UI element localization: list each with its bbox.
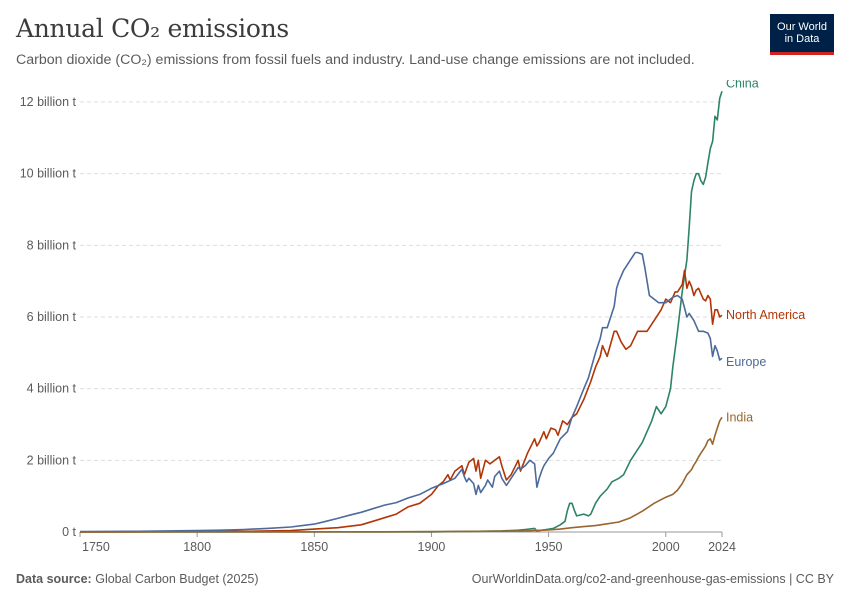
chart-subtitle: Carbon dioxide (CO₂) emissions from foss… <box>16 52 695 68</box>
y-tick-label: 8 billion t <box>27 238 77 252</box>
y-tick-label: 10 billion t <box>20 167 77 181</box>
x-tick-label: 1900 <box>418 540 446 554</box>
series-line-north-america[interactable] <box>79 269 723 533</box>
series-label-india[interactable]: India <box>726 410 753 424</box>
series-label-europe[interactable]: Europe <box>726 355 766 369</box>
series-line-europe[interactable] <box>79 251 723 533</box>
source-label: Data source: <box>16 572 92 586</box>
logo-line-2: in Data <box>784 33 820 45</box>
series-labels: China North America Europe India <box>726 80 805 424</box>
series-line-india[interactable] <box>79 416 723 533</box>
x-axis: 1750 1800 1850 1900 1950 2000 2024 <box>79 531 736 554</box>
line-chart: 0 t 2 billion t 4 billion t 6 billion t 8 bi… <box>20 80 806 554</box>
x-tick-label: 1750 <box>82 540 110 554</box>
logo-line-1: Our World <box>777 21 827 33</box>
series-label-north-america[interactable]: North America <box>726 308 805 322</box>
y-tick-label: 4 billion t <box>27 382 77 396</box>
source-text[interactable]: Global Carbon Budget (2025) <box>95 572 259 586</box>
x-tick-label: 1850 <box>300 540 328 554</box>
y-axis-ticks: 0 t 2 billion t 4 billion t 6 billion t 8 bi… <box>20 95 77 539</box>
series-line-china[interactable] <box>80 90 723 533</box>
y-tick-label: 2 billion t <box>27 453 77 467</box>
chart-title: Annual CO₂ emissions <box>16 14 289 43</box>
grid-lines <box>80 101 722 461</box>
series-label-china[interactable]: China <box>726 80 759 90</box>
series-lines <box>79 90 723 533</box>
x-tick-label: 2024 <box>708 540 736 554</box>
data-source: Data source: Global Carbon Budget (2025) <box>16 572 259 586</box>
y-tick-label: 12 billion t <box>20 95 77 109</box>
owid-logo[interactable]: Our World in Data <box>770 14 834 55</box>
x-tick-label: 1950 <box>535 540 563 554</box>
footer-url[interactable]: OurWorldinData.org/co2-and-greenhouse-ga… <box>471 572 834 586</box>
x-tick-label: 2000 <box>652 540 680 554</box>
x-tick-label: 1800 <box>183 540 211 554</box>
y-tick-label: 6 billion t <box>27 310 77 324</box>
y-tick-label: 0 t <box>62 525 76 539</box>
